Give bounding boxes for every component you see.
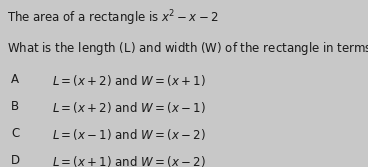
Text: $L = (x + 2)$ and $W = (x - 1)$: $L = (x + 2)$ and $W = (x - 1)$	[52, 100, 205, 115]
Text: The area of a rectangle is $x^2 - x - 2$: The area of a rectangle is $x^2 - x - 2$	[7, 8, 219, 28]
Text: $L = (x + 2)$ and $W = (x + 1)$: $L = (x + 2)$ and $W = (x + 1)$	[52, 73, 205, 89]
Text: $L = (x + 1)$ and $W = (x - 2)$: $L = (x + 1)$ and $W = (x - 2)$	[52, 154, 205, 167]
Text: What is the length (L) and width (W) of the rectangle in terms of $x$?: What is the length (L) and width (W) of …	[7, 40, 368, 57]
Text: A: A	[11, 73, 19, 87]
Text: C: C	[11, 127, 19, 140]
Text: B: B	[11, 100, 19, 113]
Text: D: D	[11, 154, 20, 167]
Text: $L = (x - 1)$ and $W = (x - 2)$: $L = (x - 1)$ and $W = (x - 2)$	[52, 127, 205, 142]
